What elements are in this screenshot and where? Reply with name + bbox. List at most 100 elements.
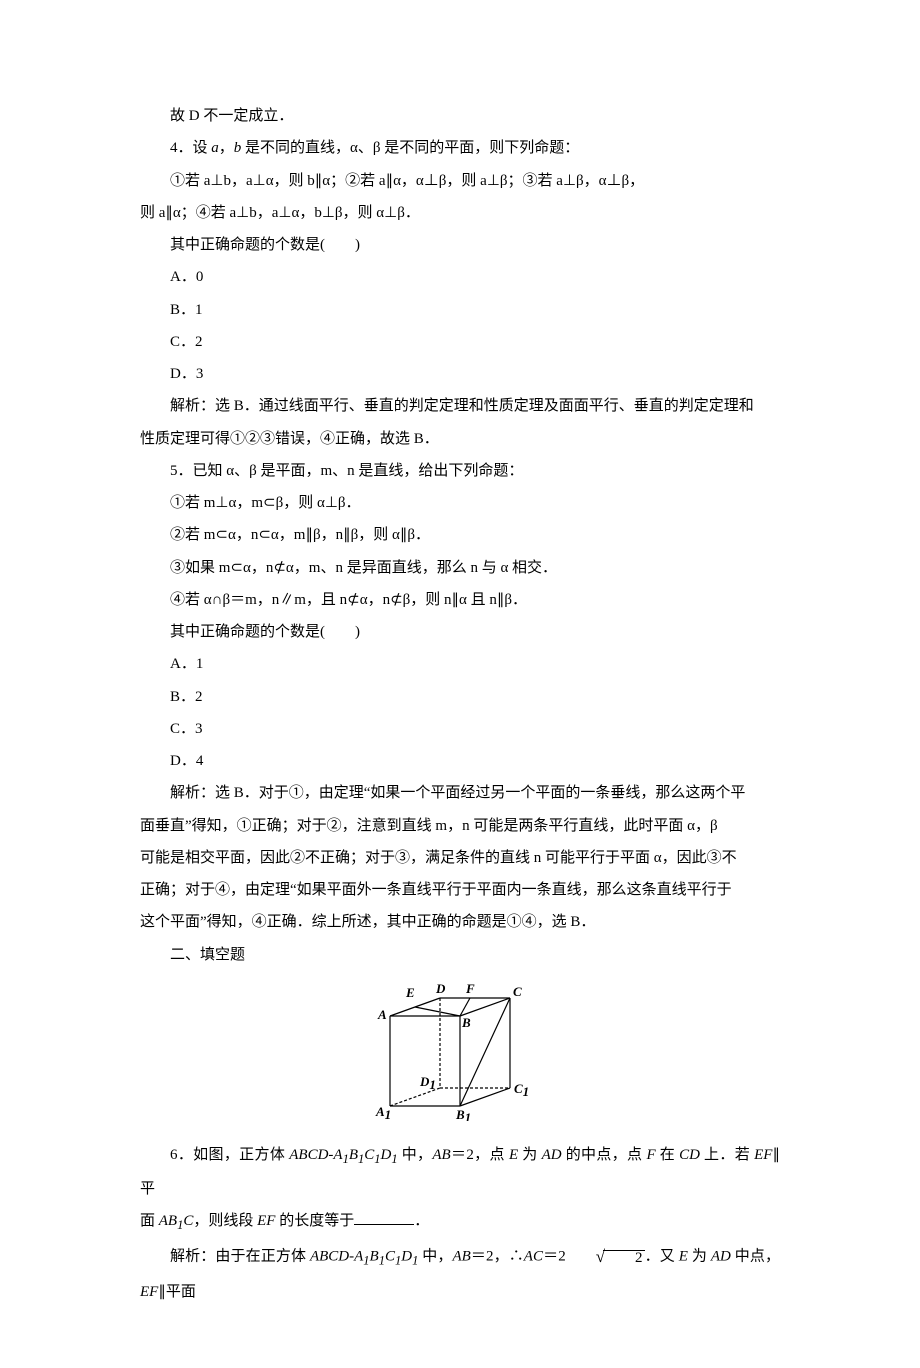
text-line: 解析：由于在正方体 ABCD-A1B1C1D1 中，AB＝2，∴AC＝2√2．又… bbox=[140, 1239, 780, 1308]
math-text: 则 a∥α；④若 a⊥b，a⊥α，b⊥β，则 α⊥β． bbox=[140, 205, 420, 221]
text: ，则线段 bbox=[193, 1213, 257, 1229]
label-A: A bbox=[377, 1007, 387, 1022]
var: E bbox=[509, 1147, 518, 1163]
text-line: 6．如图，正方体 ABCD-A1B1C1D1 中，AB＝2，点 E 为 AD 的… bbox=[140, 1139, 780, 1205]
text: 的长度等于 bbox=[275, 1213, 354, 1229]
text: 中， bbox=[418, 1249, 452, 1265]
var: AD bbox=[542, 1147, 562, 1163]
var: EF bbox=[754, 1147, 772, 1163]
var: AD bbox=[711, 1249, 731, 1265]
var: ABCD-A bbox=[289, 1147, 342, 1163]
option-b: B．1 bbox=[140, 294, 780, 326]
var: EF bbox=[140, 1284, 158, 1300]
math-text: 可能是相交平面，因此②不正确；对于③，满足条件的直线 n 可能平行于平面 α，因… bbox=[140, 850, 737, 866]
option-c: C．3 bbox=[140, 713, 780, 745]
var: C bbox=[385, 1249, 395, 1265]
var: ABCD-A bbox=[310, 1249, 363, 1265]
text: ＝2，点 bbox=[451, 1147, 509, 1163]
math-text: 面垂直”得知，①正确；对于②，注意到直线 m，n 可能是两条平行直线，此时平面 … bbox=[140, 818, 718, 834]
label-D1: D1 bbox=[419, 1074, 436, 1092]
math-text: 5．已知 α、β 是平面，m、n 是直线，给出下列命题： bbox=[170, 463, 523, 479]
section-heading: 二、填空题 bbox=[140, 939, 780, 971]
text: 的中点，点 bbox=[562, 1147, 647, 1163]
option-a: A．1 bbox=[140, 648, 780, 680]
text: ＝2，∴ bbox=[471, 1249, 524, 1265]
var: D bbox=[401, 1249, 412, 1265]
cube-figure: A E D F C B A1 D1 C1 B1 bbox=[140, 981, 780, 1133]
label-E: E bbox=[405, 985, 415, 1000]
label-C: C bbox=[513, 984, 522, 999]
option-c: C．2 bbox=[140, 326, 780, 358]
math-text: ①若 m⊥α，m⊂β，则 α⊥β． bbox=[170, 495, 361, 511]
text: ， bbox=[219, 140, 234, 156]
label-F: F bbox=[465, 981, 475, 996]
math-text: ②若 m⊂α，n⊂α，m∥β，n∥β，则 α∥β． bbox=[170, 527, 430, 543]
var: B bbox=[370, 1249, 379, 1265]
var-a: a bbox=[211, 140, 219, 156]
var: AB bbox=[452, 1249, 470, 1265]
label-B1: B1 bbox=[455, 1107, 471, 1121]
var: B bbox=[349, 1147, 358, 1163]
text: ． bbox=[414, 1213, 429, 1229]
var: EF bbox=[257, 1213, 275, 1229]
text-line: 面 AB1C，则线段 EF 的长度等于． bbox=[140, 1205, 780, 1239]
var: AB bbox=[159, 1213, 177, 1229]
var: F bbox=[646, 1147, 655, 1163]
fill-blank bbox=[354, 1224, 414, 1225]
text-line: 面垂直”得知，①正确；对于②，注意到直线 m，n 可能是两条平行直线，此时平面 … bbox=[140, 810, 780, 842]
text-line: 性质定理可得①②③错误，④正确，故选 B． bbox=[140, 423, 780, 455]
math-text: ①若 a⊥b，a⊥α，则 b∥α；②若 a∥α，α⊥β，则 a⊥β；③若 a⊥β… bbox=[170, 173, 644, 189]
math-text: ③如果 m⊂α，n⊄α，m、n 是异面直线，那么 n 与 α 相交． bbox=[170, 560, 557, 576]
var: C bbox=[183, 1213, 193, 1229]
text-line: 可能是相交平面，因此②不正确；对于③，满足条件的直线 n 可能平行于平面 α，因… bbox=[140, 842, 780, 874]
text-line: ④若 α∩β＝m，n∥m，且 n⊄α，n⊄β，则 n∥α 且 n∥β． bbox=[140, 584, 780, 616]
math-text: ④若 α∩β＝m，n∥m，且 n⊄α，n⊄β，则 n∥α 且 n∥β． bbox=[170, 592, 527, 608]
text-line: 则 a∥α；④若 a⊥b，a⊥α，b⊥β，则 α⊥β． bbox=[140, 197, 780, 229]
option-d: D．4 bbox=[140, 745, 780, 777]
text-line: 4．设 a，b 是不同的直线，α、β 是不同的平面，则下列命题： bbox=[140, 132, 780, 164]
text: 6．如图，正方体 bbox=[170, 1147, 289, 1163]
text: 4．设 bbox=[170, 140, 211, 156]
var: AC bbox=[524, 1249, 543, 1265]
text-line: 故 D 不一定成立． bbox=[140, 100, 780, 132]
label-B: B bbox=[461, 1015, 471, 1030]
document-page: 故 D 不一定成立． 4．设 a，b 是不同的直线，α、β 是不同的平面，则下列… bbox=[0, 0, 920, 1368]
option-d: D．3 bbox=[140, 358, 780, 390]
text: 中， bbox=[398, 1147, 433, 1163]
text: ＝2 bbox=[543, 1249, 566, 1265]
text: 解析：由于在正方体 bbox=[170, 1249, 310, 1265]
label-A1: A1 bbox=[375, 1104, 391, 1121]
text: 中点， bbox=[731, 1249, 780, 1265]
label-C1: C1 bbox=[514, 1081, 529, 1099]
text-line: 其中正确命题的个数是( ) bbox=[140, 229, 780, 261]
sqrt: √2 bbox=[566, 1239, 645, 1276]
text-line: 正确；对于④，由定理“如果平面外一条直线平行于平面内一条直线，那么这条直线平行于 bbox=[140, 874, 780, 906]
var: E bbox=[679, 1249, 688, 1265]
text-line: ③如果 m⊂α，n⊄α，m、n 是异面直线，那么 n 与 α 相交． bbox=[140, 552, 780, 584]
text-line: 解析：选 B．对于①，由定理“如果一个平面经过另一个平面的一条垂线，那么这两个平 bbox=[140, 777, 780, 809]
cube-svg: A E D F C B A1 D1 C1 B1 bbox=[370, 981, 550, 1121]
label-D: D bbox=[435, 981, 446, 996]
var: AB bbox=[432, 1147, 450, 1163]
var: C bbox=[364, 1147, 374, 1163]
text: 是不同的直线，α、β 是不同的平面，则下列命题： bbox=[241, 140, 579, 156]
option-a: A．0 bbox=[140, 261, 780, 293]
text-line: 这个平面”得知，④正确．综上所述，其中正确的命题是①④，选 B． bbox=[140, 906, 780, 938]
text: 上．若 bbox=[700, 1147, 754, 1163]
text: 面 bbox=[140, 1213, 159, 1229]
option-b: B．2 bbox=[140, 681, 780, 713]
var: CD bbox=[679, 1147, 700, 1163]
text-line: 5．已知 α、β 是平面，m、n 是直线，给出下列命题： bbox=[140, 455, 780, 487]
text: 为 bbox=[518, 1147, 542, 1163]
text: 在 bbox=[656, 1147, 680, 1163]
text: 为 bbox=[688, 1249, 711, 1265]
text-line: 解析：选 B．通过线面平行、垂直的判定定理和性质定理及面面平行、垂直的判定定理和 bbox=[140, 390, 780, 422]
text-line: ②若 m⊂α，n⊂α，m∥β，n∥β，则 α∥β． bbox=[140, 519, 780, 551]
text: ∥平面 bbox=[158, 1284, 196, 1300]
text-line: 其中正确命题的个数是( ) bbox=[140, 616, 780, 648]
text-line: ①若 a⊥b，a⊥α，则 b∥α；②若 a∥α，α⊥β，则 a⊥β；③若 a⊥β… bbox=[140, 165, 780, 197]
text: ．又 bbox=[645, 1249, 679, 1265]
var: D bbox=[381, 1147, 392, 1163]
text-line: ①若 m⊥α，m⊂β，则 α⊥β． bbox=[140, 487, 780, 519]
cube-edges bbox=[390, 998, 510, 1106]
